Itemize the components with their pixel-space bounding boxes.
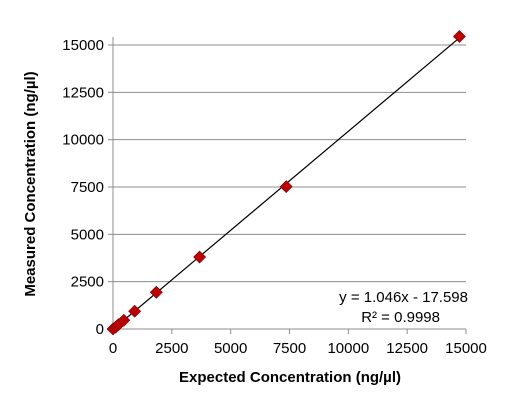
data-point-8 <box>452 30 466 43</box>
r-squared-label: R² = 0.9998 <box>361 309 440 326</box>
x-tick-label-3: 7500 <box>273 340 306 357</box>
x-tick-label-4: 10000 <box>327 340 369 357</box>
data-point-4 <box>128 304 142 318</box>
axes <box>108 37 467 334</box>
tick-labels: 0 2500 5000 7500 10000 12500 15000 0 2500 5000 750… <box>62 37 487 357</box>
x-axis-title: Expected Concentration (ng/µl) <box>179 369 401 386</box>
x-tick-label-2: 5000 <box>214 340 247 357</box>
gridlines <box>113 44 466 283</box>
data-point-6 <box>193 250 207 264</box>
x-tick-label-0: 0 <box>109 340 117 357</box>
x-tick-label-6: 15000 <box>445 340 487 357</box>
y-tick-label-3: 7500 <box>71 179 104 196</box>
x-tick-label-1: 2500 <box>155 340 188 357</box>
y-tick-label-4: 10000 <box>62 132 104 149</box>
data-point-7 <box>279 180 293 194</box>
y-axis-title: Measured Concentration (ng/µl) <box>22 71 39 296</box>
x-tick-label-5: 12500 <box>386 340 428 357</box>
data-point-3 <box>117 313 131 327</box>
trendline-equation: y = 1.046x - 17.598 <box>339 289 468 306</box>
y-tick-label-6: 15000 <box>62 37 104 54</box>
y-tick-label-2: 5000 <box>71 226 104 243</box>
y-tick-label-5: 12500 <box>62 84 104 101</box>
y-tick-label-0: 0 <box>96 321 104 338</box>
data-points <box>106 30 466 336</box>
y-tick-label-1: 2500 <box>71 274 104 291</box>
data-point-5 <box>149 285 163 299</box>
